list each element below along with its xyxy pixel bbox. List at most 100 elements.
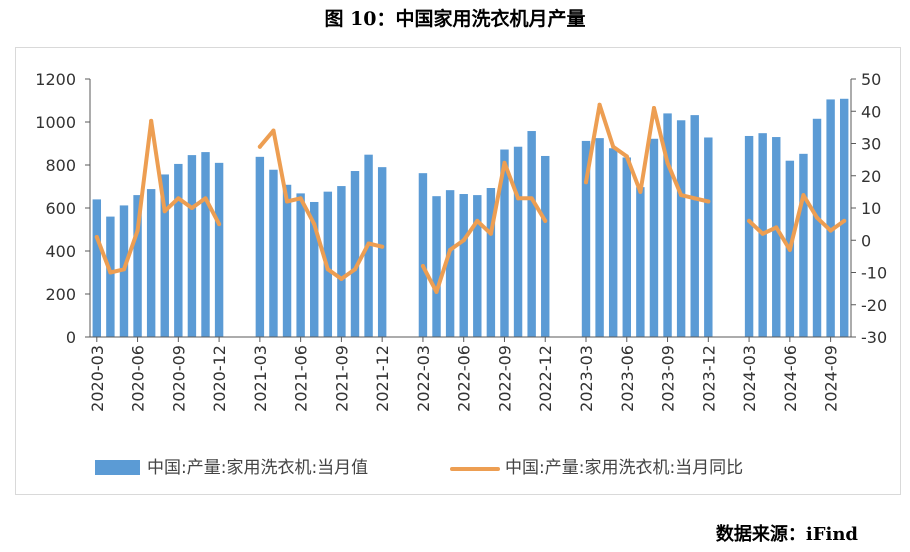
legend-line-label: 中国:产量:家用洗衣机:当月同比 bbox=[505, 458, 743, 478]
y-left-tick-label: 1200 bbox=[35, 70, 76, 89]
bar bbox=[418, 173, 428, 337]
bar bbox=[812, 118, 822, 338]
bar bbox=[690, 115, 699, 338]
x-tick-label: 2023-09 bbox=[659, 345, 678, 412]
bar bbox=[214, 162, 224, 337]
bar bbox=[106, 216, 115, 337]
chart-frame bbox=[15, 47, 901, 495]
y-right-tick-label: -20 bbox=[861, 296, 887, 315]
bar bbox=[541, 155, 550, 337]
line-point bbox=[692, 196, 697, 201]
line-point bbox=[747, 218, 752, 223]
line-point bbox=[475, 218, 480, 223]
y-right-tick-label: 40 bbox=[861, 102, 881, 121]
line-point bbox=[611, 144, 616, 149]
chart-axes: 0 200 400 600 800 1000 1200 -30 -20 -10 0 10 20 30 40 5… bbox=[35, 70, 887, 412]
line-point bbox=[516, 196, 521, 201]
bar bbox=[826, 99, 835, 337]
line-point bbox=[434, 289, 439, 294]
bar bbox=[704, 137, 713, 337]
line-point bbox=[651, 106, 656, 111]
line-point bbox=[339, 276, 344, 281]
line-point bbox=[108, 270, 113, 275]
x-tick-label: 2020-06 bbox=[129, 345, 148, 412]
bar bbox=[595, 138, 604, 337]
bar bbox=[622, 157, 631, 337]
x-tick-label: 2023-06 bbox=[618, 345, 637, 412]
line-point bbox=[448, 247, 453, 252]
bar bbox=[310, 201, 319, 337]
line-point bbox=[352, 267, 357, 272]
bar bbox=[513, 146, 523, 337]
bar bbox=[255, 156, 265, 337]
chart-title: 图 10：中国家用洗衣机月产量 bbox=[324, 8, 586, 30]
bar bbox=[445, 190, 455, 337]
line-point bbox=[189, 206, 194, 210]
line-point bbox=[135, 228, 140, 233]
line-point bbox=[94, 235, 99, 240]
line-point bbox=[366, 241, 371, 246]
line-point bbox=[787, 247, 792, 252]
line-point bbox=[760, 231, 765, 236]
y-right-tick-label: 10 bbox=[861, 199, 881, 218]
bar bbox=[799, 153, 808, 337]
line-point bbox=[828, 228, 833, 233]
line-point bbox=[774, 225, 779, 230]
bar bbox=[187, 155, 197, 337]
source-note: 数据来源：iFind bbox=[715, 524, 858, 545]
line-point bbox=[420, 264, 425, 269]
line-point bbox=[121, 267, 126, 272]
line-point bbox=[203, 196, 208, 201]
y-left-tick-label: 200 bbox=[45, 285, 76, 304]
x-tick-label: 2022-03 bbox=[414, 345, 433, 412]
line-point bbox=[149, 118, 154, 123]
bar bbox=[663, 113, 672, 338]
series-line bbox=[94, 102, 847, 294]
y-right-tick-label: 20 bbox=[861, 167, 881, 186]
x-tick-label: 2022-12 bbox=[536, 345, 555, 412]
bar bbox=[174, 163, 183, 337]
line-point bbox=[665, 160, 670, 165]
y-left-tick-label: 600 bbox=[45, 199, 76, 218]
line-point bbox=[257, 144, 262, 149]
line-point bbox=[801, 193, 806, 198]
bar bbox=[676, 120, 686, 337]
bar bbox=[772, 137, 781, 337]
x-tick-label: 2024-03 bbox=[740, 345, 759, 412]
bar bbox=[649, 138, 659, 337]
chart-legend: 中国:产量:家用洗衣机:当月值 中国:产量:家用洗衣机:当月同比 bbox=[95, 458, 743, 478]
x-tick-label: 2021-09 bbox=[332, 345, 351, 412]
line-point bbox=[298, 196, 303, 201]
y-left-tick-label: 0 bbox=[66, 328, 76, 347]
x-tick-label: 2021-03 bbox=[251, 345, 270, 412]
line-point bbox=[543, 218, 548, 223]
line-point bbox=[502, 160, 507, 165]
line-series bbox=[94, 102, 847, 294]
line-point bbox=[380, 244, 385, 249]
bar bbox=[527, 131, 536, 337]
bar bbox=[636, 187, 645, 337]
x-tick-label: 2023-03 bbox=[577, 345, 596, 412]
bar-series bbox=[92, 98, 849, 338]
bar bbox=[160, 174, 169, 337]
line-point bbox=[312, 222, 317, 227]
bar bbox=[92, 199, 102, 337]
bar bbox=[608, 148, 618, 337]
bar bbox=[432, 196, 441, 337]
bar bbox=[269, 169, 278, 337]
bar bbox=[350, 171, 360, 337]
line-point bbox=[271, 128, 276, 133]
y-right-tick-label: -10 bbox=[861, 264, 887, 283]
bar bbox=[282, 184, 292, 337]
y-right-tick-label: -30 bbox=[861, 328, 887, 347]
x-tick-label: 2020-03 bbox=[88, 345, 107, 412]
line-point bbox=[285, 199, 290, 204]
y-left-tick-label: 400 bbox=[45, 242, 76, 261]
bar bbox=[581, 140, 591, 337]
line-point bbox=[325, 267, 330, 272]
bar bbox=[377, 167, 387, 337]
y-left-tick-label: 800 bbox=[45, 156, 76, 175]
line-point bbox=[624, 154, 629, 159]
legend-bar-swatch bbox=[95, 460, 140, 475]
